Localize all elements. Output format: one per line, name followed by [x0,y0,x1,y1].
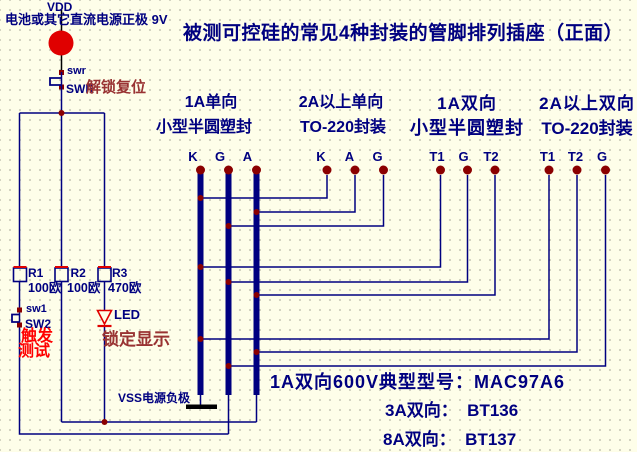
socket1-name: 1A单向 [184,94,238,111]
socket3-wires [200,175,496,296]
pin-dot-t1-3 [436,165,445,175]
led-symbol[interactable] [96,309,113,328]
reset-switch-designator-small: swr [67,65,86,77]
socket3-package: 小型半圆塑封 [410,118,524,138]
power-description: 电池或其它直流电源正极 9V [5,12,168,27]
trigger-caption-line1: 触发 [21,328,54,345]
pin-dot-g3 [463,165,472,175]
pin-label-g4: G [596,149,608,164]
socket1-package: 小型半圆塑封 [155,119,253,136]
junction-dots [58,110,260,425]
resistor-r3-symbol[interactable] [97,267,112,283]
socket2-wires [200,175,385,227]
sw2-pin-bottom [17,322,22,328]
reset-switch-designator: SWR [66,82,94,96]
vdd-distribution-wire [18,72,106,268]
pin-label-g3: G [458,149,469,164]
note-8a-model: 8A双向： BT137 [383,430,517,449]
trigger-switch-designator: SW2 [25,317,52,331]
trigger-switch-symbol[interactable] [11,307,22,328]
pin-label-t1-4: T1 [539,149,556,164]
resistor-r1-symbol[interactable] [12,267,28,283]
trigger-caption-line2: 测试 [18,343,51,360]
net-label-vdd: VDD [47,0,73,14]
ground-label: VSS电源负极 [118,391,191,405]
pin-label-g2: G [372,149,383,164]
pin-label-a1: A [242,149,253,164]
sw2-actuator [11,313,20,323]
resistor-r2-designator: R2 [70,266,86,280]
reset-switch-caption: 解锁复位 [86,79,147,96]
pin-dot-t1-4 [544,165,554,175]
pin-dot-g4 [601,165,610,175]
note-3a-model: 3A双向： BT136 [385,401,519,420]
led-caption: 锁定显示 [102,330,170,349]
pin-label-k2: K [316,149,326,164]
pin-dot-k2 [322,165,332,175]
note-typical-model: 1A双向600V典型型号：MAC97A6 [270,372,566,392]
schematic-title: 被测可控硅的常见4种封装的管脚排列插座（正面） [183,23,624,44]
led-triangle [96,309,113,326]
resistor-r3-value: 470欧 [108,281,142,295]
pin-dot-t2-4 [572,165,582,175]
ground-bar-symbol [186,404,217,409]
resistor-r2-symbol[interactable] [54,267,69,283]
trigger-to-gbus-wire [18,281,230,435]
sw2-pin-top [17,307,22,313]
resistor-r3-designator: R3 [112,266,128,280]
pin-dot-a2 [350,165,360,175]
pin-label-k1: K [188,149,198,164]
r2-to-abus-wire [60,281,258,423]
socket3-name: 1A双向 [437,94,497,113]
socket4-wires [200,175,607,367]
resistor-r2-value: 100欧 [67,281,101,295]
socket2-package: TO-220封装 [300,119,386,136]
pin-dot-t2-3 [490,165,500,175]
trigger-switch-designator-small: sw1 [26,303,47,315]
pin-dot-a1 [252,165,261,175]
resistor-r1-designator: R1 [28,266,44,280]
socket4-package: TO-220封装 [541,119,633,138]
pin-dot-k1 [196,165,205,175]
led-designator: LED [114,307,140,322]
swr-actuator [49,77,61,86]
socket2-name: 2A以上单向 [298,94,384,111]
resistor-symbols [12,266,112,283]
pin-dot-g2 [379,165,388,175]
socket4-name: 2A以上双向 [539,94,635,113]
pin-label-t2-3: T2 [483,149,499,164]
pin-label-g1: G [214,149,226,164]
pin-label-t2-4: T2 [567,149,584,164]
socket-pin-dots [196,165,610,175]
pin-label-a2: A [344,149,355,164]
pin-dot-g1 [224,165,233,175]
resistor-r1-value: 100欧 [28,281,62,295]
power-button-symbol[interactable] [48,30,74,56]
pin-label-t1-3: T1 [429,149,445,164]
